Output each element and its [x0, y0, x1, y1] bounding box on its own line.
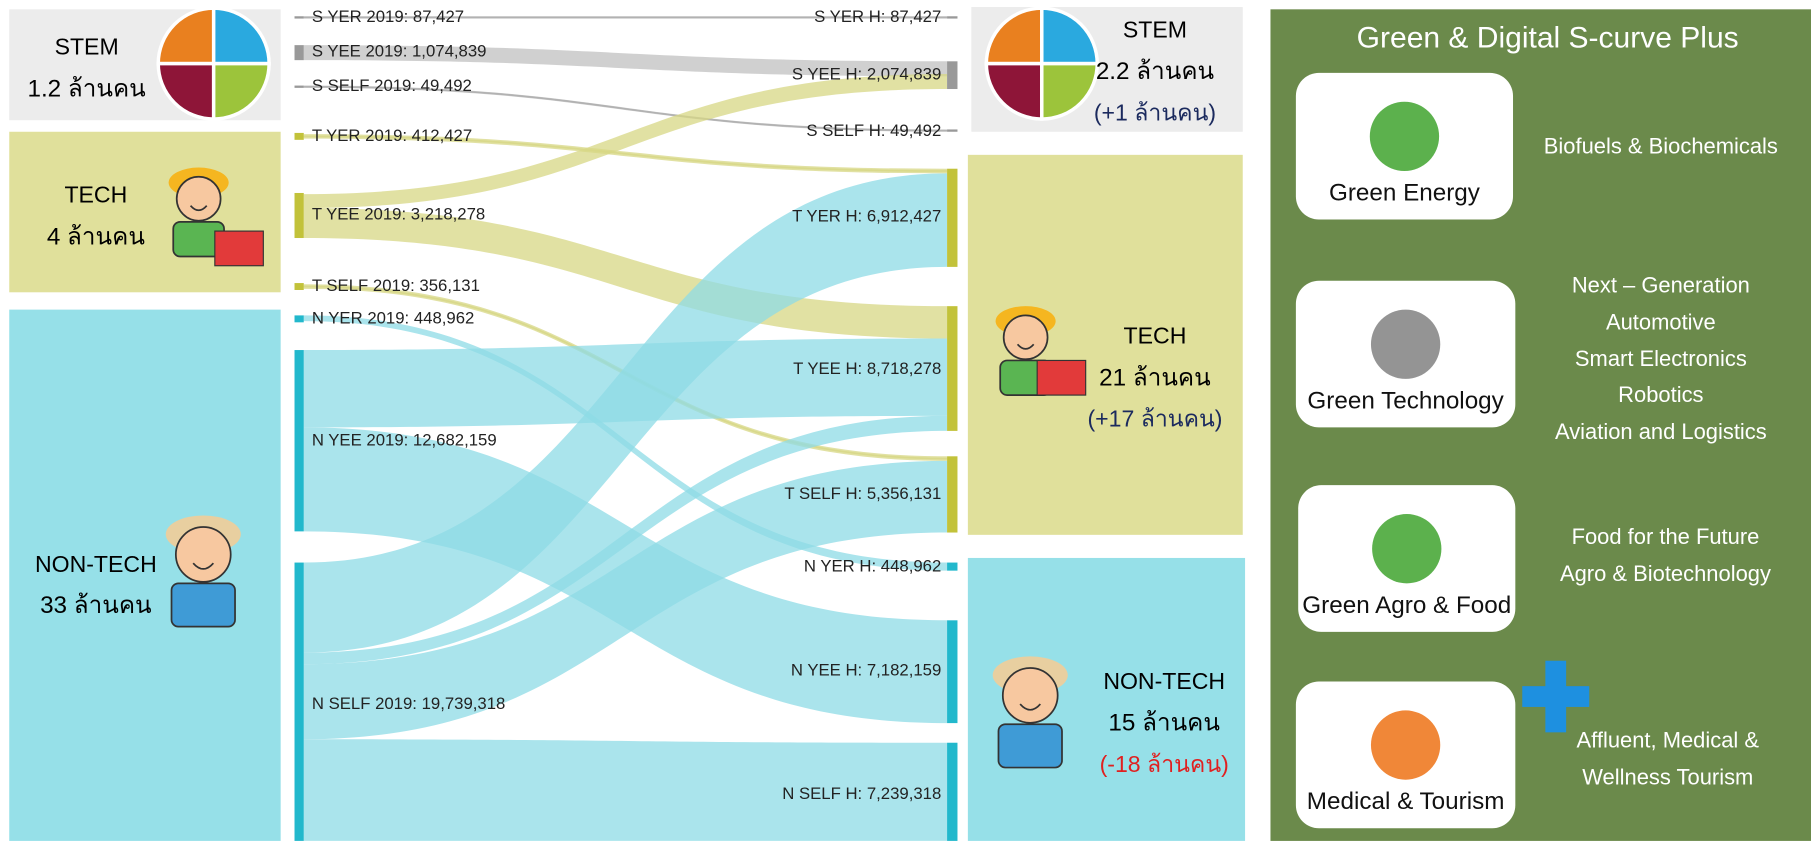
sector-name: Green Energy [1329, 180, 1481, 207]
node-label: N YER 2019: 448,962 [312, 308, 475, 327]
sankey-node [295, 133, 304, 140]
page: {"left_panels":[{"title":"STEM","count":… [0, 0, 1811, 841]
panel-count: 1.2 ล้านคน [27, 76, 145, 103]
industry: Aviation and Logistics [1555, 419, 1767, 444]
body [172, 583, 236, 626]
node-label: S YER H: 87,427 [814, 7, 941, 26]
sankey-node [295, 86, 304, 88]
node-label: T YER 2019: 412,427 [312, 126, 472, 145]
panel-count: 33 ล้านคน [40, 592, 152, 619]
face [176, 527, 231, 582]
panel-title: TECH [64, 182, 127, 208]
sector-name: Green Technology [1307, 387, 1504, 414]
sankey-node [295, 315, 304, 322]
node-label: S YER 2019: 87,427 [312, 7, 464, 26]
sankey-node [947, 306, 957, 431]
sankey-node [295, 45, 304, 60]
panel-title: NON-TECH [1103, 668, 1225, 694]
industry: Wellness Tourism [1582, 764, 1753, 789]
sector-name: Medical & Tourism [1307, 788, 1505, 815]
face [1004, 315, 1048, 359]
sankey-node [947, 620, 957, 723]
sankey-node [947, 456, 957, 532]
node-label: T YEE 2019: 3,218,278 [312, 204, 485, 223]
sector-icon [1371, 710, 1440, 779]
node-label: N YEE H: 7,182,159 [791, 661, 941, 680]
panel-title: STEM [55, 34, 119, 60]
body [998, 724, 1062, 767]
sankey-node [947, 16, 957, 18]
node-label: N YEE 2019: 12,682,159 [312, 431, 497, 450]
sankey-node [295, 563, 304, 841]
panel-count: 21 ล้านคน [1099, 364, 1211, 391]
node-label: S SELF H: 49,492 [806, 121, 941, 140]
industry: Affluent, Medical & [1577, 727, 1760, 752]
sector-icon [1372, 514, 1441, 583]
industry: Agro & Biotechnology [1560, 561, 1771, 586]
node-label: N SELF 2019: 19,739,318 [312, 694, 506, 713]
industry: Biofuels & Biochemicals [1544, 134, 1778, 159]
node-label: S SELF 2019: 49,492 [312, 76, 472, 95]
panel-count: 4 ล้านคน [47, 223, 145, 250]
node-label: T SELF 2019: 356,131 [312, 276, 480, 295]
panel-count: 15 ล้านคน [1108, 710, 1220, 737]
sankey-node [947, 129, 957, 131]
face [1003, 668, 1058, 723]
industry: Automotive [1606, 309, 1716, 334]
node-label: S YEE H: 2,074,839 [792, 65, 941, 84]
industry: Robotics [1618, 382, 1703, 407]
industry: Food for the Future [1572, 524, 1760, 549]
panel-title: STEM [1123, 16, 1187, 42]
node-label: T YEE H: 8,718,278 [793, 359, 941, 378]
face [177, 177, 221, 221]
industry: Smart Electronics [1575, 346, 1747, 371]
panel-change: (+17 ล้านคน) [1087, 406, 1222, 432]
node-label: T SELF H: 5,356,131 [784, 484, 941, 503]
node-label: T YER H: 6,912,427 [792, 207, 941, 226]
toolbox [1037, 360, 1086, 395]
panel-change: (-18 ล้านคน) [1100, 751, 1229, 777]
node-label: S YEE 2019: 1,074,839 [312, 41, 487, 60]
panel-change: (+1 ล้านคน) [1094, 100, 1216, 126]
sankey-node [947, 61, 957, 89]
sankey-node [947, 563, 957, 571]
panel-title: NON-TECH [35, 551, 157, 577]
sankey-node [295, 16, 304, 18]
sankey-node [947, 743, 957, 841]
sankey-node [295, 193, 304, 238]
panel-count: 2.2 ล้านคน [1096, 58, 1214, 85]
node-label: N YER H: 448,962 [804, 557, 941, 576]
sankey-node [295, 350, 304, 531]
sector-icon [1370, 102, 1439, 171]
sector-icon [1371, 310, 1440, 379]
sankey-node [947, 169, 957, 267]
left-panel [9, 132, 280, 293]
sector-name: Green Agro & Food [1302, 592, 1511, 619]
industry: Next – Generation [1572, 272, 1750, 297]
infographic: S YER 2019: 87,427 S YER H: 87,427 S YEE 2… [0, 0, 1811, 841]
sankey-node [295, 283, 304, 290]
toolbox [215, 231, 264, 266]
node-label: N SELF H: 7,239,318 [782, 784, 941, 803]
sidebar-title: Green & Digital S-curve Plus [1357, 21, 1739, 54]
panel-title: TECH [1124, 322, 1187, 348]
plus-h [1522, 686, 1589, 707]
